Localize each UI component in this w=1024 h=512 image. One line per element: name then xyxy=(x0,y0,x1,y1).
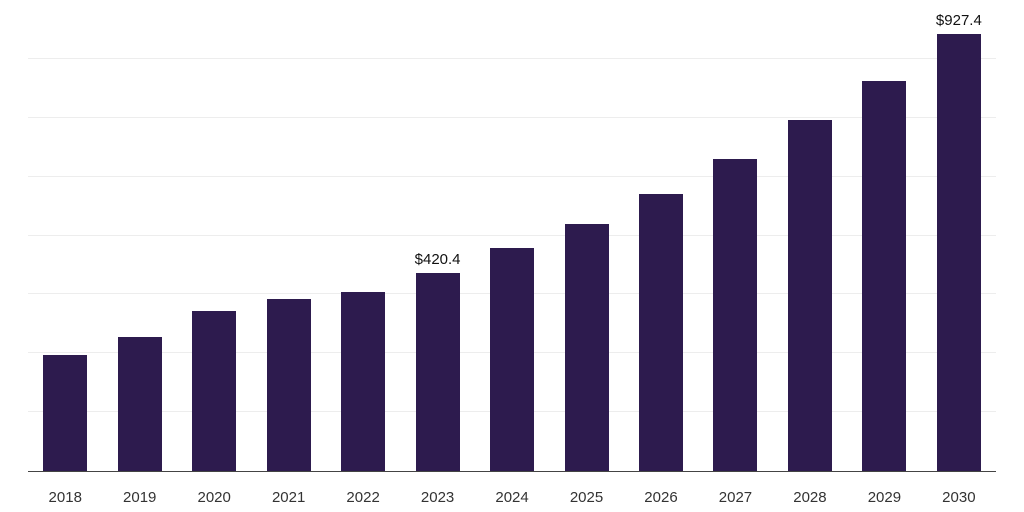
bar xyxy=(862,80,907,471)
bar-slot xyxy=(251,0,325,471)
bar-slot xyxy=(326,0,400,471)
bar-value-label: $927.4 xyxy=(935,12,982,30)
bar-slot xyxy=(624,0,698,471)
plot-area: $420.4 $927.4 xyxy=(28,0,996,472)
bar: $927.4 xyxy=(936,12,982,471)
x-axis: 2018 2019 2020 2021 2022 2023 2024 2025 2026 2027… xyxy=(28,489,996,506)
x-tick-label: 2028 xyxy=(793,489,827,506)
x-tick-label: 2022 xyxy=(346,489,380,506)
bar-slot xyxy=(177,0,251,471)
bar-slot xyxy=(475,0,549,471)
bar-slot xyxy=(28,0,102,471)
bar xyxy=(638,193,683,471)
bar xyxy=(564,223,609,471)
x-tick-label: 2023 xyxy=(420,489,455,506)
gridline xyxy=(28,116,996,118)
bar xyxy=(713,158,758,471)
bar xyxy=(490,247,535,471)
x-tick-label: 2025 xyxy=(569,489,604,506)
x-tick-label: 2020 xyxy=(197,489,231,506)
gridline xyxy=(28,175,996,177)
bar-slot: $420.4 xyxy=(400,0,474,471)
x-tick-label: 2019 xyxy=(123,489,157,506)
bar-value-label: $420.4 xyxy=(414,251,461,268)
x-tick-label: 2030 xyxy=(942,489,976,506)
x-tick-label: 2024 xyxy=(495,489,529,506)
bar xyxy=(341,292,386,471)
bar xyxy=(787,119,832,471)
gridline xyxy=(28,57,996,59)
x-tick-label: 2029 xyxy=(867,489,902,506)
bar xyxy=(192,311,237,471)
gridline xyxy=(28,234,996,236)
bar xyxy=(266,298,311,471)
x-tick-label: 2026 xyxy=(644,489,678,506)
bar: $420.4 xyxy=(415,251,461,471)
bar-slot xyxy=(847,0,921,471)
bar-slot xyxy=(102,0,176,471)
bar-slot xyxy=(773,0,847,471)
bars-layer: $420.4 $927.4 xyxy=(28,0,996,471)
bar xyxy=(43,355,88,471)
bar-slot xyxy=(549,0,623,471)
bar xyxy=(117,336,162,471)
bar-slot xyxy=(698,0,772,471)
x-tick-label: 2027 xyxy=(718,489,753,506)
bar-slot: $927.4 xyxy=(922,0,996,471)
x-tick-label: 2018 xyxy=(48,489,82,506)
x-tick-label: 2021 xyxy=(271,489,306,506)
